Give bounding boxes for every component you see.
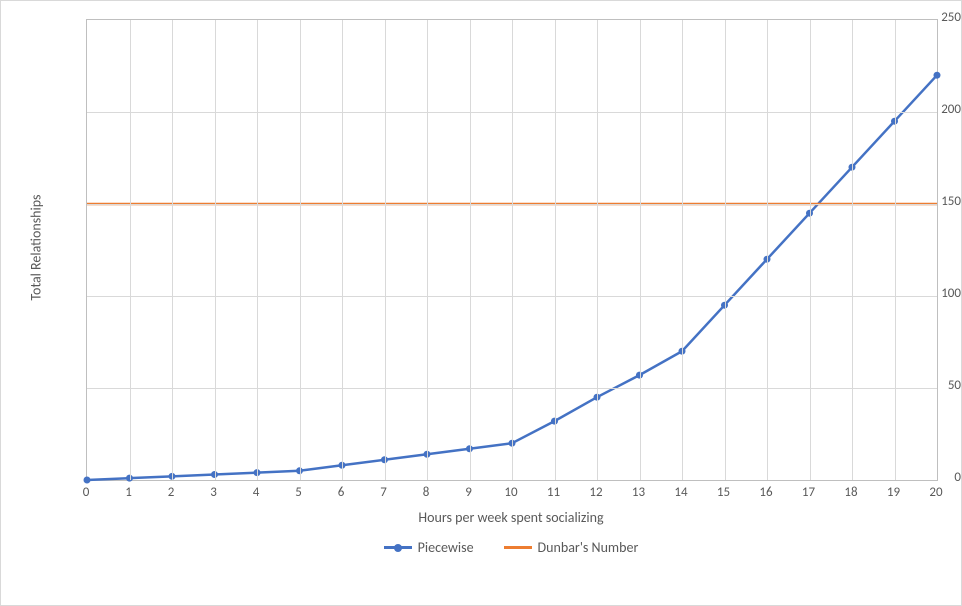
- x-tick-label: 20: [921, 485, 951, 500]
- plot-area: [86, 19, 938, 481]
- x-tick-label: 10: [496, 485, 526, 500]
- x-tick-label: 4: [241, 485, 271, 500]
- y-tick-label: 200: [886, 102, 961, 117]
- legend-swatch-dunbar: [504, 546, 532, 549]
- legend-swatch-piecewise: [384, 546, 412, 549]
- legend-label: Piecewise: [418, 539, 474, 556]
- y-tick-label: 150: [886, 194, 961, 209]
- x-tick-label: 6: [326, 485, 356, 500]
- series-marker: [934, 72, 941, 79]
- y-tick-label: 100: [886, 286, 961, 301]
- series-marker: [84, 477, 91, 484]
- x-tick-label: 12: [581, 485, 611, 500]
- x-tick-label: 14: [666, 485, 696, 500]
- legend: Piecewise Dunbar's Number: [86, 539, 936, 556]
- y-tick-label: 0: [886, 470, 961, 485]
- x-tick-label: 1: [114, 485, 144, 500]
- x-tick-label: 9: [454, 485, 484, 500]
- x-tick-label: 2: [156, 485, 186, 500]
- x-tick-label: 0: [71, 485, 101, 500]
- legend-marker-piecewise: [394, 544, 402, 552]
- x-tick-label: 3: [199, 485, 229, 500]
- x-tick-label: 13: [624, 485, 654, 500]
- x-tick-label: 8: [411, 485, 441, 500]
- x-tick-label: 17: [794, 485, 824, 500]
- legend-item-piecewise: Piecewise: [384, 539, 474, 556]
- x-axis-label: Hours per week spent socializing: [86, 509, 936, 526]
- x-tick-label: 5: [284, 485, 314, 500]
- x-tick-label: 18: [836, 485, 866, 500]
- y-tick-label: 50: [886, 378, 961, 393]
- chart-container: Total Relationships Hours per week spent…: [0, 0, 962, 606]
- y-tick-label: 250: [886, 10, 961, 25]
- x-tick-label: 7: [369, 485, 399, 500]
- x-tick-label: 15: [709, 485, 739, 500]
- x-tick-label: 16: [751, 485, 781, 500]
- legend-label: Dunbar's Number: [538, 539, 639, 556]
- legend-item-dunbar: Dunbar's Number: [504, 539, 639, 556]
- y-axis-label: Total Relationships: [28, 173, 45, 323]
- x-tick-label: 19: [879, 485, 909, 500]
- x-tick-label: 11: [539, 485, 569, 500]
